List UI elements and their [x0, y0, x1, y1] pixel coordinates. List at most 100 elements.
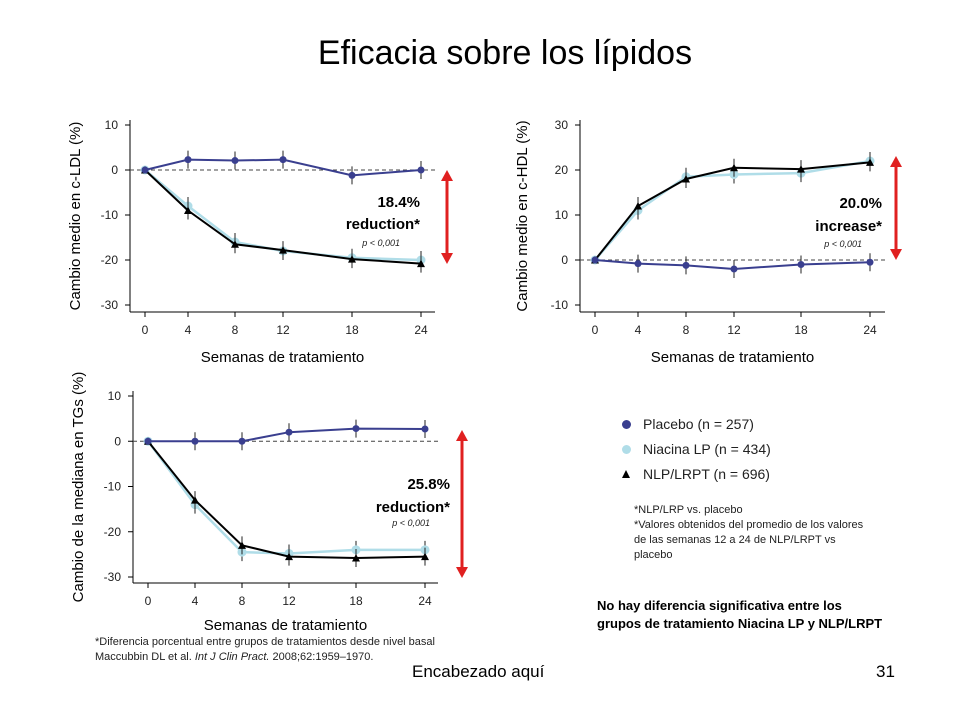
y-tick-label: 10: [555, 208, 569, 222]
data-point-placebo: [591, 256, 599, 264]
arrow-head-up-icon: [441, 170, 453, 181]
series-line-niacina: [146, 440, 425, 555]
series-line-nlp: [144, 169, 422, 265]
series-line-placebo: [144, 158, 422, 177]
annotation-label: increase*: [815, 218, 882, 235]
data-point-placebo: [797, 261, 805, 268]
slide-title: Eficacia sobre los lípidos: [317, 34, 693, 72]
data-point-placebo: [191, 437, 199, 445]
data-point-placebo: [184, 156, 192, 164]
x-tick-label: 8: [683, 323, 690, 337]
data-point-placebo: [682, 261, 690, 269]
annotation-p-value: p < 0,001: [823, 239, 862, 249]
x-tick-label: 24: [418, 594, 432, 608]
y-tick-label: -20: [104, 525, 122, 539]
data-point-placebo: [421, 425, 429, 433]
data-point-nlp: [866, 158, 874, 166]
data-point-nlp: [285, 552, 293, 561]
series-line-placebo: [594, 259, 871, 271]
circle-marker-icon: [622, 445, 631, 454]
y-tick-label: 20: [555, 163, 569, 177]
x-tick-label: 8: [232, 323, 239, 337]
x-tick-label: 24: [863, 323, 877, 337]
y-tick-label: -30: [101, 298, 119, 312]
x-tick-label: 18: [794, 323, 808, 337]
citation-authors: Maccubbin DL et al.: [95, 651, 195, 663]
x-axis-label: Semanas de tratamiento: [204, 617, 367, 634]
data-point-nlp: [231, 240, 239, 248]
x-tick-label: 18: [349, 594, 363, 608]
y-tick-label: -30: [104, 570, 122, 584]
data-point-nlp: [238, 541, 246, 549]
annotation-p-value: p < 0,001: [361, 238, 400, 248]
y-tick-label: 0: [114, 434, 121, 448]
series-line-placebo: [148, 427, 426, 443]
y-tick-label: -10: [104, 480, 122, 494]
y-axis-label: Cambio de la mediana en TGs (%): [70, 372, 87, 603]
x-tick-label: 4: [635, 323, 642, 337]
note-comparison: *NLP/LRP vs. placebo: [634, 504, 743, 516]
legend-notes: *NLP/LRP vs. placebo *Valores obtenidos …: [634, 503, 864, 563]
footnote: *Diferencia porcentual entre grupos de t…: [95, 635, 435, 665]
x-tick-label: 8: [239, 594, 246, 608]
annotation-label: reduction*: [376, 499, 450, 516]
data-point-nlp: [634, 202, 642, 210]
y-tick-label: -20: [101, 253, 119, 267]
data-point-placebo: [348, 171, 356, 179]
x-tick-label: 0: [142, 323, 149, 337]
data-point-placebo: [866, 258, 874, 266]
x-tick-label: 4: [185, 323, 192, 337]
legend: Placebo (n = 257) Niacina LP (n = 434) N…: [622, 412, 771, 487]
circle-marker-icon: [622, 420, 631, 429]
data-point-placebo: [279, 156, 287, 164]
x-tick-label: 0: [592, 323, 599, 337]
annotation-percent: 18.4%: [377, 194, 420, 211]
arrow-head-down-icon: [456, 567, 468, 578]
x-tick-label: 12: [282, 594, 296, 608]
x-tick-label: 18: [345, 323, 359, 337]
legend-item-niacina: Niacina LP (n = 434): [622, 437, 771, 462]
annotation-percent: 20.0%: [839, 195, 882, 212]
arrow-head-up-icon: [890, 156, 902, 167]
data-point-placebo: [238, 437, 246, 445]
series-line-niacina: [594, 159, 871, 261]
data-point-nlp: [730, 163, 738, 172]
x-tick-label: 12: [727, 323, 741, 337]
legend-label: NLP/LRPT (n = 696): [643, 466, 770, 482]
data-point-nlp: [191, 496, 199, 504]
arrow-head-up-icon: [456, 430, 468, 441]
annotation-percent: 25.8%: [407, 476, 450, 493]
conclusion-text: No hay diferencia significativa entre lo…: [597, 598, 883, 631]
y-tick-label: 10: [108, 389, 122, 403]
series-line-nlp: [147, 440, 426, 559]
data-point-nlp: [352, 553, 360, 562]
data-point-placebo: [231, 157, 239, 165]
legend-label: Placebo (n = 257): [643, 416, 754, 432]
data-point-nlp: [279, 246, 287, 254]
footnote-difference: *Diferencia porcentual entre grupos de t…: [95, 636, 435, 648]
x-tick-label: 24: [414, 323, 428, 337]
y-tick-label: -10: [101, 208, 119, 222]
arrow-head-down-icon: [441, 253, 453, 264]
citation-journal: Int J Clin Pract.: [194, 651, 270, 663]
data-point-placebo: [141, 166, 149, 174]
y-tick-label: -10: [551, 298, 569, 312]
legend-label: Niacina LP (n = 434): [643, 441, 771, 457]
y-tick-label: 0: [111, 163, 118, 177]
data-point-nlp: [417, 259, 425, 268]
y-tick-label: 0: [561, 253, 568, 267]
y-axis-label: Cambio medio en c-LDL (%): [67, 122, 84, 311]
legend-item-placebo: Placebo (n = 257): [622, 412, 771, 437]
data-point-placebo: [634, 260, 642, 268]
x-tick-label: 12: [276, 323, 290, 337]
y-tick-label: 30: [555, 118, 569, 132]
series-line-nlp: [594, 161, 871, 261]
x-tick-label: 4: [192, 594, 199, 608]
data-point-placebo: [352, 425, 360, 433]
data-point-nlp: [682, 175, 690, 183]
x-axis-label: Semanas de tratamiento: [651, 349, 814, 366]
triangle-marker-icon: [622, 470, 630, 478]
